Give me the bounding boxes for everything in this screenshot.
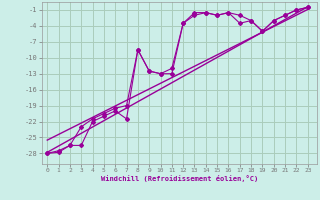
X-axis label: Windchill (Refroidissement éolien,°C): Windchill (Refroidissement éolien,°C) [100, 175, 258, 182]
